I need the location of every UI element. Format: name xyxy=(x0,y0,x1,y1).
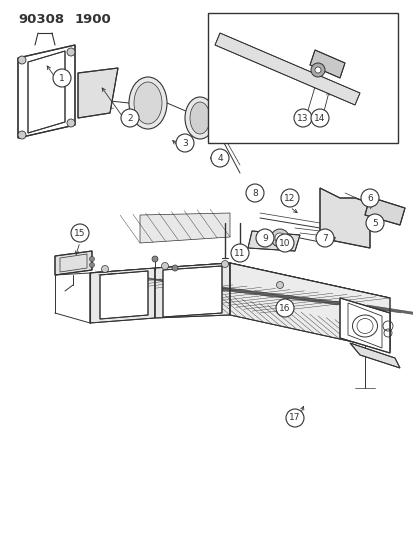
Circle shape xyxy=(18,131,26,139)
Circle shape xyxy=(276,281,283,288)
Polygon shape xyxy=(349,343,399,368)
Circle shape xyxy=(67,119,75,127)
Polygon shape xyxy=(90,268,154,323)
Circle shape xyxy=(285,409,303,427)
Text: 7: 7 xyxy=(321,233,327,243)
Ellipse shape xyxy=(185,97,214,139)
Text: 15: 15 xyxy=(74,229,85,238)
Polygon shape xyxy=(18,45,75,138)
Circle shape xyxy=(152,256,158,262)
Circle shape xyxy=(221,261,228,268)
Circle shape xyxy=(53,69,71,87)
Polygon shape xyxy=(309,50,344,78)
Circle shape xyxy=(161,262,168,270)
Polygon shape xyxy=(214,33,359,105)
Circle shape xyxy=(89,256,94,262)
Circle shape xyxy=(310,63,324,77)
Polygon shape xyxy=(230,263,389,350)
Circle shape xyxy=(255,229,273,247)
Circle shape xyxy=(274,233,284,243)
Text: 14: 14 xyxy=(313,114,325,123)
Text: 17: 17 xyxy=(289,414,300,423)
Circle shape xyxy=(365,214,383,232)
Polygon shape xyxy=(28,51,65,133)
Text: 3: 3 xyxy=(182,139,188,148)
Circle shape xyxy=(230,244,248,262)
Text: 90308: 90308 xyxy=(18,13,64,26)
Circle shape xyxy=(315,229,333,247)
Polygon shape xyxy=(100,271,147,319)
Text: 8: 8 xyxy=(252,189,257,198)
Text: 13: 13 xyxy=(297,114,308,123)
Text: 11: 11 xyxy=(234,248,245,257)
Text: 2: 2 xyxy=(127,114,133,123)
Circle shape xyxy=(176,134,194,152)
Polygon shape xyxy=(90,263,389,313)
Polygon shape xyxy=(78,68,118,118)
Text: 5: 5 xyxy=(371,219,377,228)
Text: 1900: 1900 xyxy=(75,13,112,26)
Circle shape xyxy=(275,299,293,317)
Polygon shape xyxy=(163,266,221,317)
Text: 6: 6 xyxy=(366,193,372,203)
Circle shape xyxy=(293,109,311,127)
Circle shape xyxy=(101,265,108,272)
Circle shape xyxy=(121,109,139,127)
Circle shape xyxy=(211,149,228,167)
Text: 9: 9 xyxy=(261,233,267,243)
Polygon shape xyxy=(140,213,230,243)
Bar xyxy=(207,13,397,143)
Polygon shape xyxy=(154,263,230,318)
Circle shape xyxy=(280,189,298,207)
Circle shape xyxy=(271,229,288,247)
Text: 10: 10 xyxy=(279,238,290,247)
Text: 16: 16 xyxy=(279,303,290,312)
Polygon shape xyxy=(247,231,299,251)
Circle shape xyxy=(71,224,89,242)
Circle shape xyxy=(360,189,378,207)
Text: 1: 1 xyxy=(59,74,65,83)
Polygon shape xyxy=(319,188,369,248)
Circle shape xyxy=(275,234,293,252)
Circle shape xyxy=(310,109,328,127)
Polygon shape xyxy=(55,251,92,275)
Ellipse shape xyxy=(129,77,166,129)
Polygon shape xyxy=(364,197,404,225)
Ellipse shape xyxy=(134,82,161,124)
Circle shape xyxy=(171,265,178,271)
Text: 4: 4 xyxy=(217,154,222,163)
Circle shape xyxy=(89,262,94,268)
Circle shape xyxy=(314,67,320,73)
Polygon shape xyxy=(339,298,389,353)
Circle shape xyxy=(245,184,263,202)
Circle shape xyxy=(67,48,75,56)
Text: 12: 12 xyxy=(284,193,295,203)
Ellipse shape xyxy=(190,102,209,134)
Circle shape xyxy=(18,56,26,64)
